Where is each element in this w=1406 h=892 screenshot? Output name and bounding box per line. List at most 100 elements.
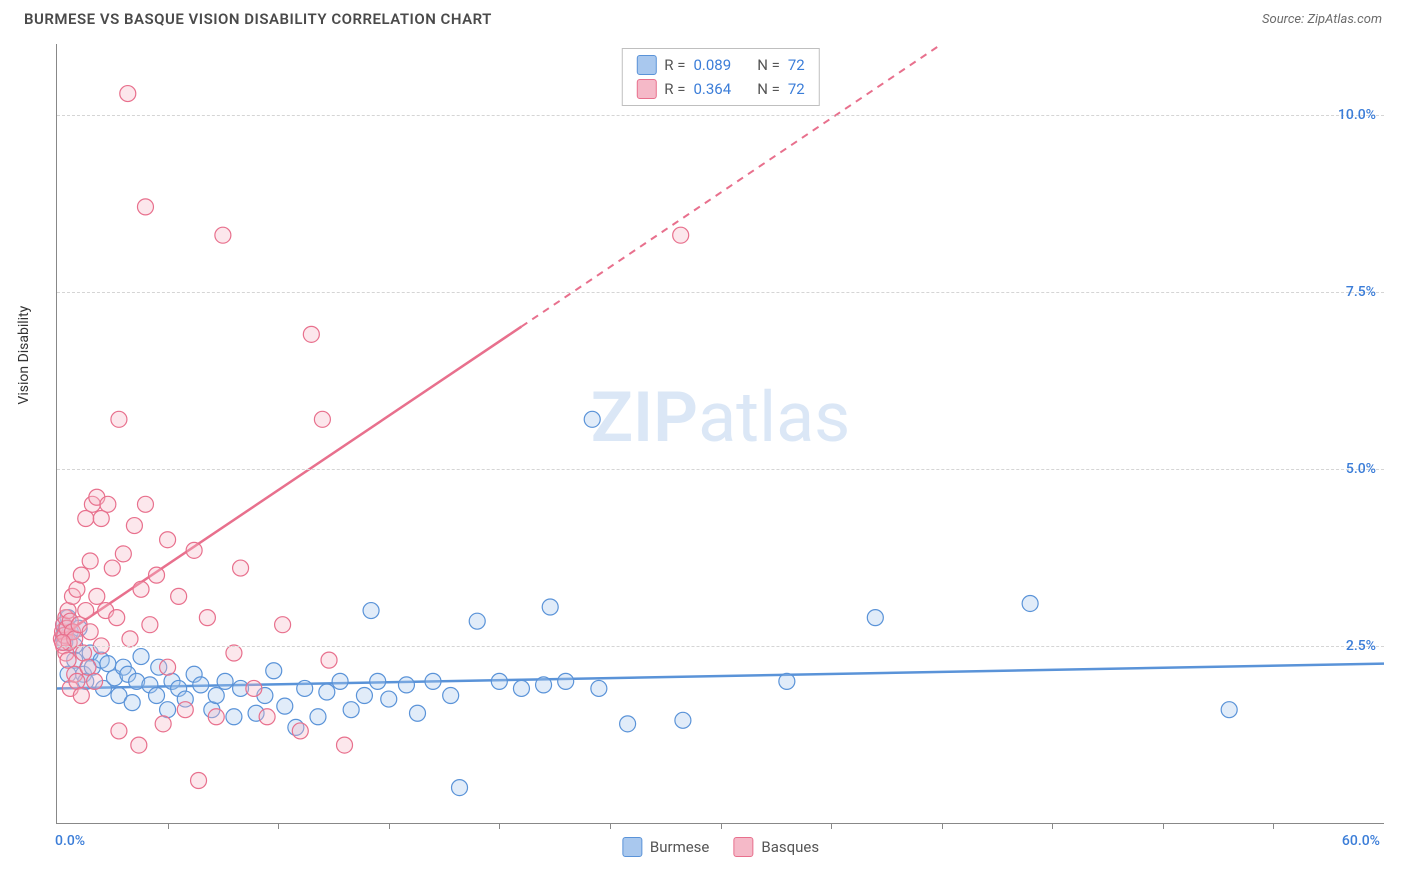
data-point — [109, 610, 125, 626]
data-point — [100, 496, 116, 512]
legend-item: Burmese — [622, 837, 710, 857]
gridline — [57, 115, 1384, 116]
x-tick — [168, 823, 169, 829]
n-value: 72 — [788, 56, 805, 74]
data-point — [337, 737, 353, 753]
source-name: ZipAtlas.com — [1307, 12, 1382, 27]
x-tick — [831, 823, 832, 829]
data-point — [591, 680, 607, 696]
data-point — [69, 581, 85, 597]
data-point — [133, 581, 149, 597]
trend-line — [57, 327, 521, 639]
plot-area: ZIPatlas R = 0.089 N = 72R = 0.364 N = 7… — [56, 44, 1384, 824]
data-point — [76, 645, 92, 661]
data-point — [73, 688, 89, 704]
data-point — [1022, 595, 1038, 611]
data-point — [673, 227, 689, 243]
chart-title: BURMESE VS BASQUE VISION DISABILITY CORR… — [24, 10, 492, 28]
x-tick — [499, 823, 500, 829]
x-tick — [1052, 823, 1053, 829]
data-point — [558, 673, 574, 689]
data-point — [310, 709, 326, 725]
data-point — [82, 553, 98, 569]
correlation-legend: R = 0.089 N = 72R = 0.364 N = 72 — [621, 48, 819, 106]
data-point — [1221, 702, 1237, 718]
chart-container: Vision Disability ZIPatlas R = 0.089 N =… — [22, 44, 1384, 864]
data-point — [160, 659, 176, 675]
x-tick — [942, 823, 943, 829]
data-point — [133, 649, 149, 665]
data-point — [120, 86, 136, 102]
data-point — [171, 588, 187, 604]
data-point — [332, 673, 348, 689]
gridline — [57, 292, 1384, 293]
data-point — [266, 663, 282, 679]
x-tick — [721, 823, 722, 829]
data-point — [208, 688, 224, 704]
data-point — [381, 691, 397, 707]
legend-label: Basques — [761, 838, 819, 856]
data-point — [73, 567, 89, 583]
data-point — [208, 709, 224, 725]
gridline — [57, 469, 1384, 470]
x-tick — [610, 823, 611, 829]
data-point — [410, 705, 426, 721]
data-point — [226, 709, 242, 725]
data-point — [675, 712, 691, 728]
series-legend: Burmese Basques — [622, 837, 819, 857]
data-point — [78, 603, 94, 619]
data-point — [226, 645, 242, 661]
data-point — [89, 588, 105, 604]
legend-row: R = 0.364 N = 72 — [622, 77, 818, 101]
n-label: N = — [753, 80, 779, 98]
data-point — [319, 684, 335, 700]
data-point — [246, 680, 262, 696]
data-point — [149, 567, 165, 583]
data-point — [177, 702, 193, 718]
data-point — [69, 673, 85, 689]
data-point — [297, 680, 313, 696]
data-point — [111, 411, 127, 427]
data-point — [275, 617, 291, 633]
data-point — [867, 610, 883, 626]
data-point — [137, 199, 153, 215]
data-point — [186, 542, 202, 558]
data-point — [314, 411, 330, 427]
data-point — [80, 659, 96, 675]
gridline — [57, 646, 1384, 647]
r-label: R = — [664, 80, 685, 98]
legend-swatch — [636, 55, 656, 75]
data-point — [115, 546, 131, 562]
data-point — [542, 599, 558, 615]
data-point — [469, 613, 485, 629]
data-point — [584, 411, 600, 427]
y-tick-label: 2.5% — [1346, 638, 1376, 654]
x-axis-min-label: 0.0% — [55, 833, 85, 849]
data-point — [217, 673, 233, 689]
data-point — [425, 673, 441, 689]
data-point — [398, 677, 414, 693]
data-point — [193, 677, 209, 693]
data-point — [779, 673, 795, 689]
data-point — [370, 673, 386, 689]
data-point — [55, 634, 71, 650]
data-point — [536, 677, 552, 693]
data-point — [155, 716, 171, 732]
data-point — [303, 326, 319, 342]
legend-item: Basques — [733, 837, 819, 857]
data-point — [124, 695, 140, 711]
data-point — [100, 656, 116, 672]
data-point — [277, 698, 293, 714]
legend-label: Burmese — [650, 838, 710, 856]
data-point — [93, 510, 109, 526]
source-attribution: Source: ZipAtlas.com — [1262, 12, 1382, 27]
data-point — [104, 560, 120, 576]
data-point — [111, 723, 127, 739]
data-point — [126, 518, 142, 534]
n-value: 72 — [788, 80, 805, 98]
x-tick — [278, 823, 279, 829]
data-point — [87, 673, 103, 689]
r-value: 0.364 — [693, 80, 745, 98]
data-point — [443, 688, 459, 704]
x-tick — [1273, 823, 1274, 829]
